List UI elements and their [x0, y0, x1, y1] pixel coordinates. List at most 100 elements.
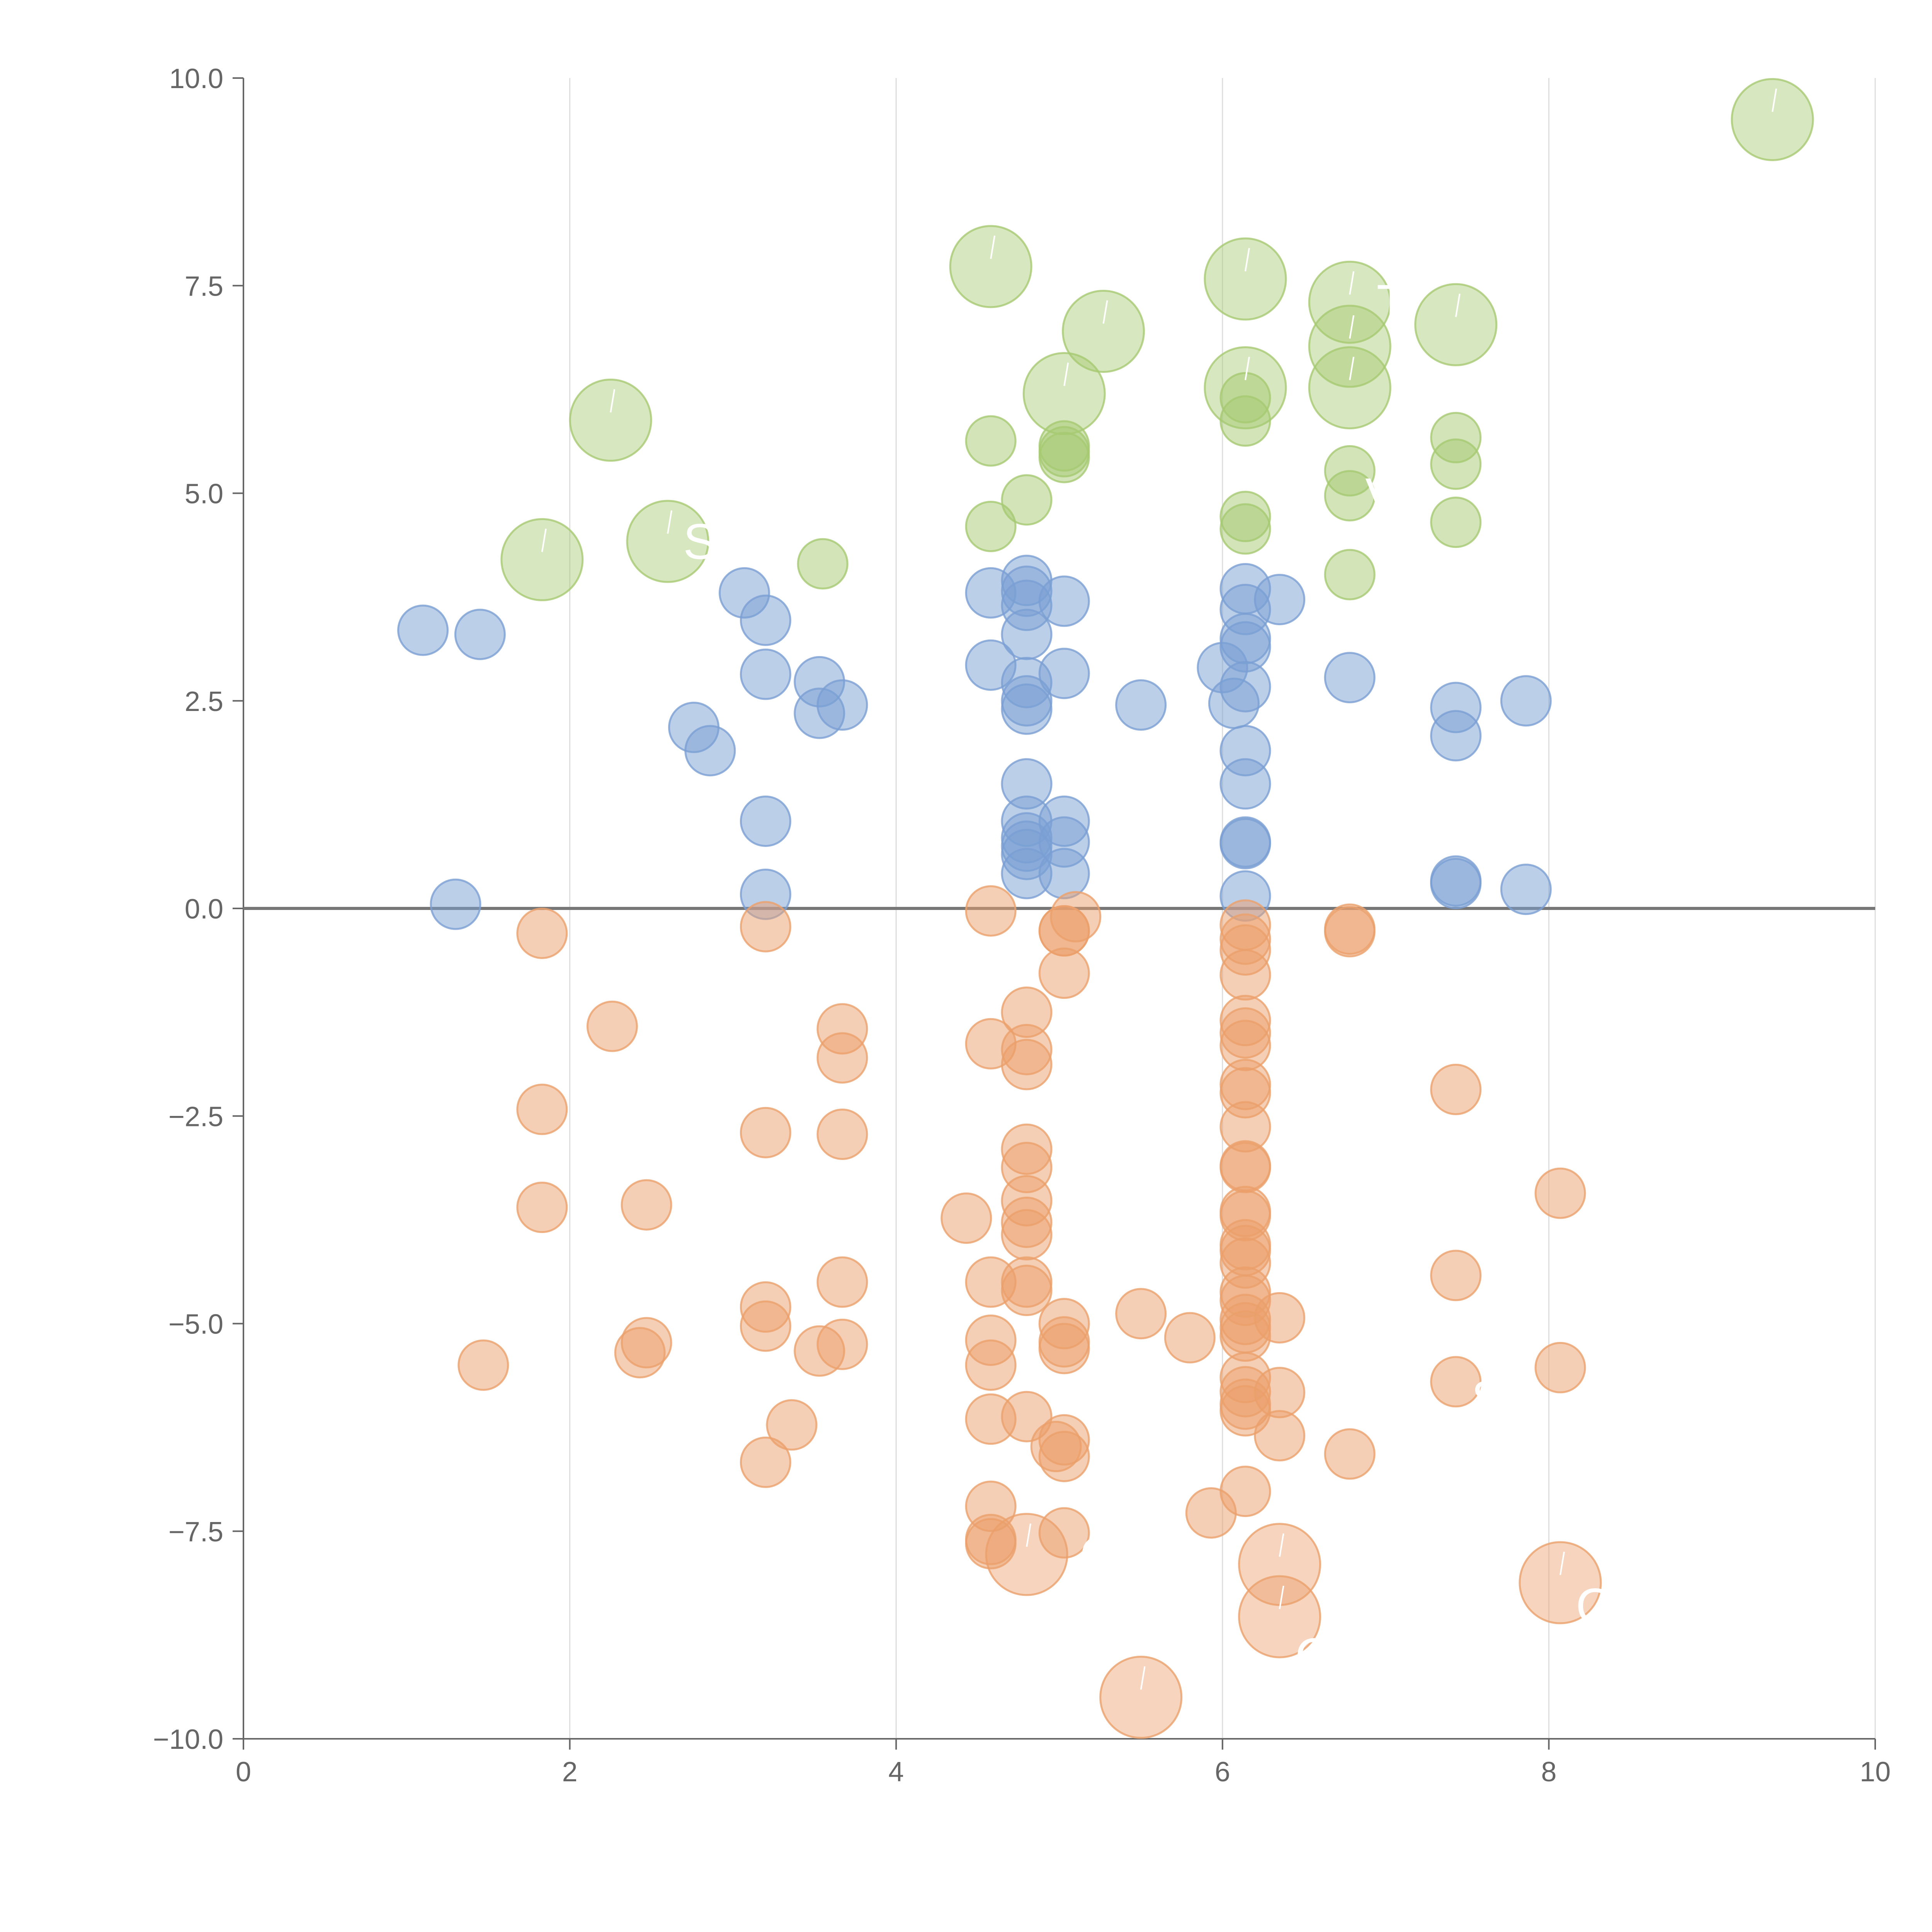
positive-point: [740, 648, 791, 700]
positive-point: [684, 725, 736, 777]
negative-point: [1534, 1342, 1586, 1393]
negative-point: [1254, 1410, 1306, 1462]
negative-point: [740, 1107, 791, 1158]
annotation-label: T: [1377, 274, 1407, 330]
large-bubble: [1062, 289, 1145, 373]
positive-point: [1500, 864, 1552, 915]
callout-line: [1102, 300, 1108, 324]
highlighted-point: [1324, 549, 1376, 600]
highlighted-point: [1001, 474, 1053, 526]
positive-point: [1038, 575, 1090, 627]
negative-point: [940, 1192, 992, 1244]
positive-point: [816, 679, 868, 731]
callout-line: [1349, 315, 1355, 339]
x-tick-label: 8: [1541, 1757, 1556, 1787]
annotation-label: C: [1576, 1578, 1612, 1634]
highlighted-point: [797, 538, 849, 590]
y-tick-label: 0.0: [185, 894, 223, 925]
negative-point: [1324, 1428, 1376, 1480]
y-tick-label: 10.0: [169, 63, 223, 94]
large-bubble: [985, 1513, 1068, 1596]
large-bubble: [1308, 260, 1391, 344]
callout-line: [1244, 357, 1250, 380]
points-layer: [397, 78, 1814, 1739]
negative-point: [1254, 1367, 1306, 1418]
callout-line: [1349, 357, 1355, 380]
negative-point: [1534, 1167, 1586, 1219]
large-bubble: [1204, 346, 1287, 430]
positive-point: [740, 594, 791, 646]
callout-line: [1559, 1551, 1565, 1575]
annotation-label: C: [1080, 1526, 1116, 1583]
positive-point: [1324, 652, 1376, 704]
negative-point: [1030, 1421, 1082, 1473]
highlighted-point: [1038, 432, 1090, 483]
negative-point: [965, 1339, 1017, 1391]
highlighted-point: [1324, 470, 1376, 522]
highlighted-point: [965, 500, 1017, 552]
negative-point: [816, 1318, 868, 1370]
negative-point: [1038, 1507, 1090, 1559]
negative-point: [516, 907, 568, 959]
positive-point: [430, 878, 481, 930]
large-bubble: [1414, 283, 1498, 366]
callout-line: [1279, 1585, 1284, 1609]
negative-point: [1001, 1209, 1053, 1261]
negative-point: [516, 1083, 568, 1135]
negative-point: [1038, 947, 1090, 999]
positive-point: [1115, 679, 1167, 731]
negative-point: [816, 1256, 868, 1308]
positive-point: [454, 609, 506, 660]
y-tick-label: 5.0: [185, 479, 223, 510]
negative-point: [1219, 1466, 1271, 1517]
negative-point: [1164, 1312, 1216, 1364]
x-tick-label: 10: [1860, 1757, 1891, 1787]
annotation-label: C: [1471, 465, 1508, 522]
callout-line: [1244, 248, 1250, 272]
negative-point: [1001, 1265, 1053, 1316]
highlighted-point: [965, 415, 1017, 467]
negative-point: [1219, 1141, 1271, 1193]
negative-point: [766, 1399, 818, 1451]
positive-point: [397, 604, 449, 656]
negative-point: [965, 885, 1017, 937]
callout-line: [1349, 271, 1355, 295]
positive-point: [740, 795, 791, 847]
callout-line: [1026, 1523, 1032, 1547]
negative-point: [621, 1179, 672, 1231]
highlighted-point: [1430, 438, 1482, 490]
large-bubble: [949, 225, 1032, 308]
callout-line: [1455, 293, 1461, 317]
large-bubble: [569, 378, 652, 462]
annotation-label: V: [1365, 468, 1399, 524]
y-tick-label: −10.0: [153, 1724, 223, 1755]
negative-point: [1324, 906, 1376, 957]
annotation-label: U: [1042, 238, 1078, 295]
annotation-label: S: [1471, 1370, 1505, 1427]
positive-point: [1430, 858, 1482, 910]
callout-line: [1140, 1666, 1146, 1690]
negative-point: [965, 1518, 1017, 1570]
x-tick-label: 0: [236, 1757, 251, 1787]
callout-line: [667, 510, 672, 534]
positive-point: [1254, 574, 1306, 626]
negative-point: [816, 1032, 868, 1084]
callout-line: [1771, 88, 1777, 112]
positive-point: [1500, 675, 1552, 727]
negative-point: [740, 901, 791, 952]
y-tick-label: −2.5: [168, 1101, 223, 1132]
highlighted-point: [1219, 503, 1271, 555]
negative-point: [740, 1436, 791, 1488]
negative-point: [740, 1300, 791, 1352]
negative-point: [1050, 891, 1102, 942]
positive-point: [1219, 818, 1271, 869]
negative-point: [1430, 1063, 1482, 1115]
large-bubble: [1022, 352, 1106, 435]
annotation-layer: S U T V C S C C C: [541, 88, 1777, 1690]
negative-point: [1001, 1039, 1053, 1090]
positive-point: [1219, 758, 1271, 810]
callout-line: [610, 389, 616, 413]
x-tick-label: 2: [562, 1757, 578, 1787]
